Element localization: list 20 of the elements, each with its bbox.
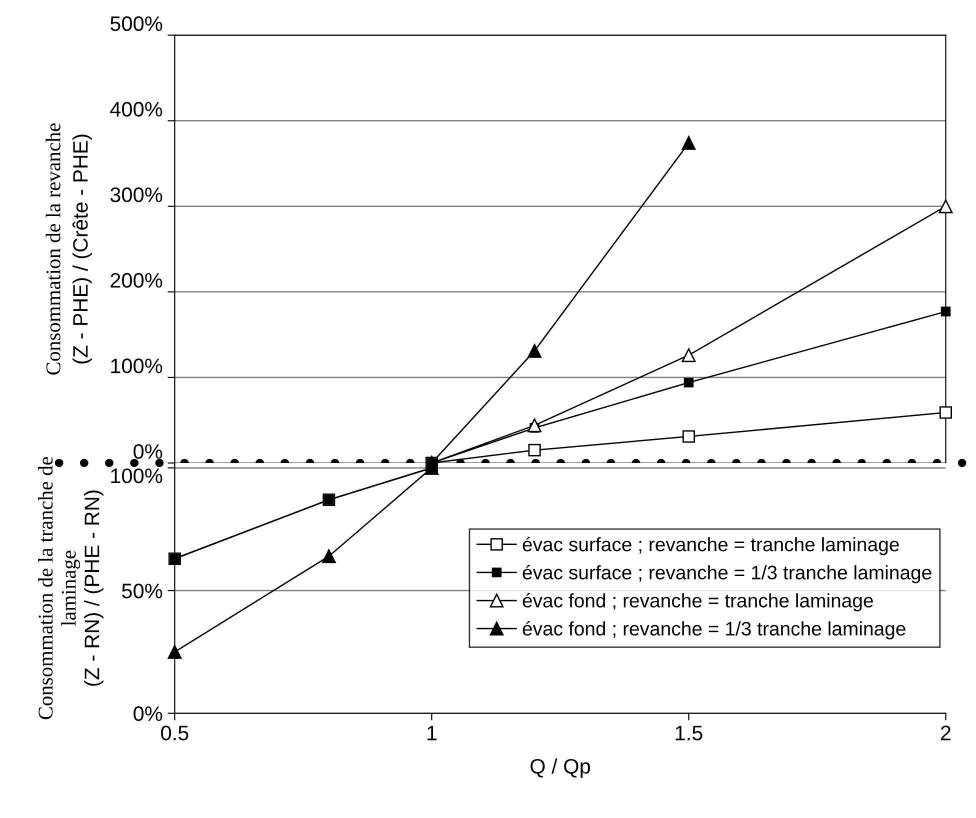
y-axis-title: Consommation de la revanche (Z - PHE) / (Crête - PHE) <box>46 123 92 375</box>
y-tick-label: 400% <box>110 102 162 117</box>
legend-label: évac fond ; revanche = 1/3 tranche laminage <box>522 621 906 640</box>
legend-label: évac fond ; revanche = tranche laminage <box>522 593 873 612</box>
y-tick-label: 300% <box>110 187 162 202</box>
y-tick-label: 0% <box>134 706 162 722</box>
x-tick-label: 0.5 <box>161 726 188 740</box>
x-tick-label: 2 <box>941 726 950 740</box>
legend-label: évac surface ; revanche = 1/3 tranche laminage <box>522 564 932 584</box>
y-tick-label: 200% <box>110 272 162 288</box>
x-tick-label: 1 <box>428 726 436 740</box>
y-tick-label: 0% <box>134 444 162 459</box>
y-tick-label: 500% <box>110 16 162 32</box>
y-tick-label: 100% <box>111 358 162 374</box>
x-axis-title: Q / Qp <box>530 758 590 778</box>
y-tick-label: 100% <box>111 468 162 484</box>
legend-label: évac surface ; revanche = tranche laminage <box>522 536 899 556</box>
y-tick-label: 50% <box>122 584 162 598</box>
x-tick-label: 1.5 <box>676 726 702 740</box>
y-axis-title: Consommation de la tranche de laminage (Z - RN) / (PHE - RN) <box>38 456 104 720</box>
